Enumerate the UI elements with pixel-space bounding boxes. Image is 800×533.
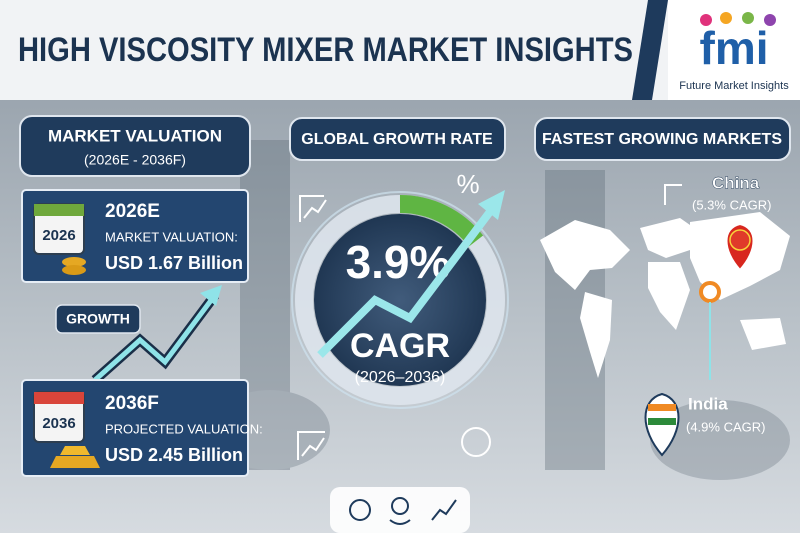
cagr-value: 3.9% [346, 236, 451, 288]
growth-arrow [93, 293, 218, 382]
growth-arrow [317, 202, 499, 358]
calendar-year: 2036 [42, 415, 75, 432]
card-year: 2026E [105, 201, 160, 222]
china-flag [729, 229, 751, 251]
logo-caption: Future Market Insights [679, 80, 789, 92]
arrow-head [478, 190, 505, 220]
logo-dot [764, 14, 776, 26]
india-flag [648, 418, 676, 425]
logo-dot [742, 12, 754, 24]
gauge-outer [291, 191, 509, 409]
market-cagr: (5.3% CAGR) [692, 197, 771, 212]
cagr-period: (2026–2036) [355, 369, 446, 386]
calendar-year: 2026 [42, 227, 75, 244]
market-country: China [712, 173, 760, 192]
card-value: USD 1.67 Billion [105, 253, 243, 273]
card-label: MARKET VALUATION: [105, 229, 238, 244]
calendar-top [34, 392, 84, 404]
section-heading: MARKET VALUATION [48, 126, 222, 145]
gauge-core [314, 214, 486, 386]
chart-icon [297, 195, 491, 460]
india-flag [648, 404, 676, 411]
footer-icons [349, 497, 457, 525]
growth-pill [55, 304, 141, 334]
percent-icon: % [456, 169, 479, 199]
market-country: India [688, 394, 728, 413]
logo: fmi [700, 22, 769, 74]
header-stripe [632, 0, 668, 100]
logo-dot [700, 14, 712, 26]
header-band [0, 0, 800, 100]
title: HIGH VISCOSITY MIXER MARKET INSIGHTS [18, 31, 633, 69]
calendar-top [34, 204, 84, 216]
coins-icon [62, 265, 86, 275]
gold-icon [60, 446, 90, 455]
card-value: USD 2.45 Billion [105, 445, 243, 465]
world-map [540, 212, 790, 378]
heading-pill [534, 117, 791, 161]
section-heading: FASTEST GROWING MARKETS [542, 131, 782, 148]
heading-pill [289, 117, 506, 161]
coins-icon [62, 257, 86, 267]
heading-pill [19, 115, 251, 177]
arrow-head [200, 285, 222, 306]
logo-box [668, 0, 800, 100]
chart-icon [664, 184, 682, 205]
card-label: PROJECTED VALUATION: [105, 421, 263, 436]
section-heading: GLOBAL GROWTH RATE [301, 131, 493, 148]
india-marker [699, 281, 721, 303]
market-cagr: (4.9% CAGR) [686, 419, 765, 434]
cagr-label: CAGR [350, 327, 450, 365]
icon-tray [330, 487, 470, 533]
gold-icon [50, 456, 100, 468]
growth-label: GROWTH [66, 311, 130, 327]
logo-dot [720, 12, 732, 24]
card-year: 2036F [105, 393, 159, 414]
section-subheading: (2026E - 2036F) [84, 152, 186, 168]
